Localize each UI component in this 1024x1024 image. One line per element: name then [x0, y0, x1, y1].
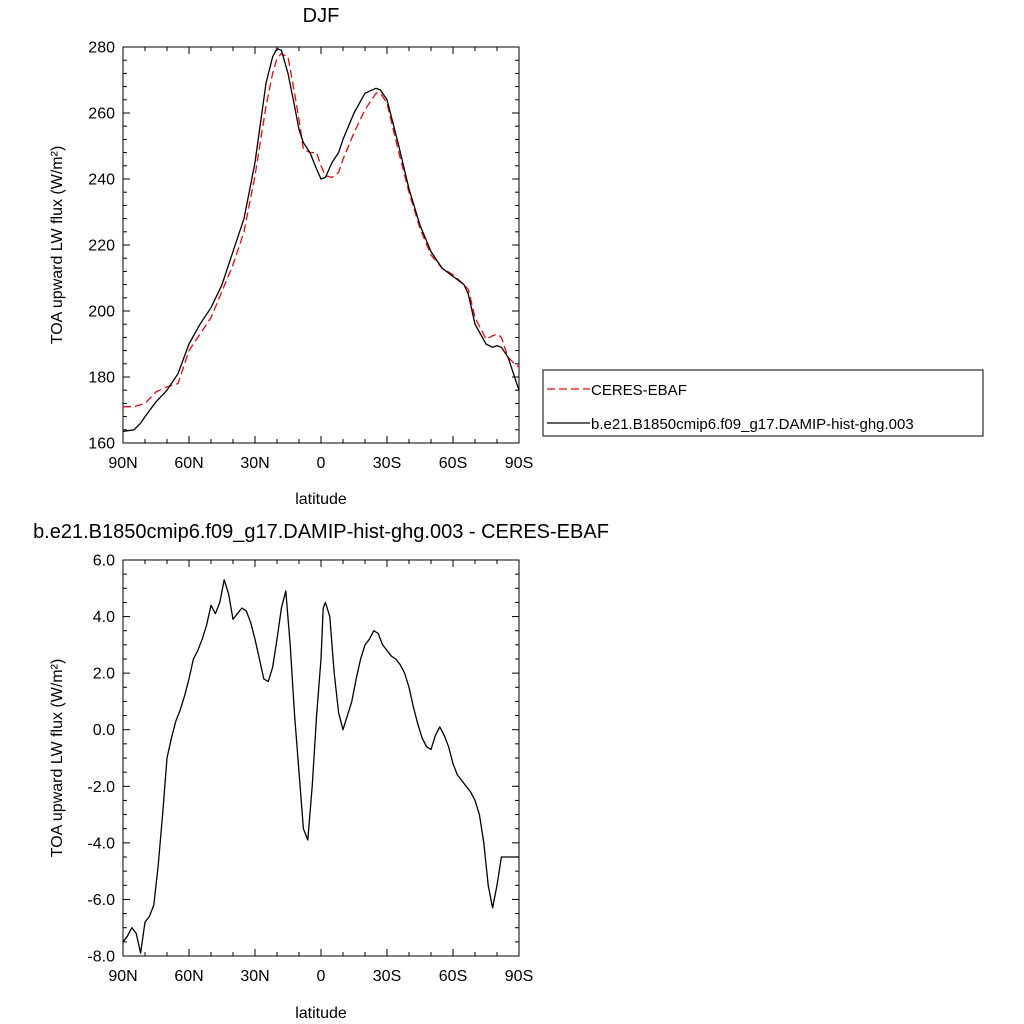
- legend-label-ceres: CERES-EBAF: [591, 382, 687, 399]
- x-tick-label: 90N: [108, 968, 137, 985]
- top-x-tick-labels: 90N 60N 30N 0 30S 60S 90S: [108, 455, 533, 472]
- y-tick-label: -8.0: [87, 949, 115, 966]
- x-tick-label: 30S: [373, 968, 401, 985]
- series-line-1: [122, 47, 520, 433]
- y-tick-label: 160: [88, 436, 115, 453]
- y-tick-label: 240: [88, 172, 115, 189]
- y-tick-label: 260: [88, 106, 115, 123]
- x-tick-label: 60S: [439, 968, 467, 985]
- x-tick-label: 30N: [240, 968, 269, 985]
- x-tick-label: 0: [317, 968, 326, 985]
- x-tick-label: 60N: [174, 968, 203, 985]
- legend: CERES-EBAF b.e21.B1850cmip6.f09_g17.DAMI…: [542, 369, 984, 437]
- bottom-y-tick-labels: 6.0 4.0 2.0 0.0 -2.0 -4.0 -6.0 -8.0: [87, 553, 115, 966]
- y-tick-label: -4.0: [87, 835, 115, 852]
- y-tick-label: 4.0: [93, 609, 115, 626]
- x-tick-label: 60N: [174, 455, 203, 472]
- y-tick-label: 6.0: [93, 553, 115, 570]
- top-y-tick-labels: 280 260 240 220 200 180 160: [88, 40, 115, 453]
- y-tick-label: 200: [88, 304, 115, 321]
- bottom-tick-marks: [122, 559, 520, 957]
- top-plot-frame: [122, 46, 520, 444]
- y-tick-label: 280: [88, 40, 115, 57]
- y-tick-label: 0.0: [93, 722, 115, 739]
- x-tick-label: 90N: [108, 455, 137, 472]
- legend-box: [542, 369, 984, 437]
- x-tick-label: 90S: [505, 455, 533, 472]
- x-tick-label: 0: [317, 455, 326, 472]
- top-series-lines: [122, 47, 520, 433]
- top-chart-title: DJF: [303, 5, 340, 27]
- bottom-x-axis-label: latitude: [295, 1005, 347, 1022]
- top-tick-marks: [122, 46, 520, 444]
- y-tick-label: -6.0: [87, 892, 115, 909]
- panel-bottom: b.e21.B1850cmip6.f09_g17.DAMIP-hist-ghg.…: [33, 521, 609, 1022]
- top-y-axis-label: TOA upward LW flux (W/m²): [49, 146, 66, 345]
- bottom-y-axis-label: TOA upward LW flux (W/m²): [49, 659, 66, 858]
- difference-line: [122, 579, 519, 954]
- y-tick-label: 180: [88, 370, 115, 387]
- y-tick-label: -2.0: [87, 779, 115, 796]
- x-tick-label: 90S: [505, 968, 533, 985]
- top-x-axis-label: latitude: [295, 491, 347, 508]
- bottom-chart-title: b.e21.B1850cmip6.f09_g17.DAMIP-hist-ghg.…: [33, 521, 609, 543]
- x-tick-label: 60S: [439, 455, 467, 472]
- x-tick-label: 30N: [240, 455, 269, 472]
- bottom-series-lines: [122, 579, 519, 954]
- y-tick-label: 220: [88, 238, 115, 255]
- legend-label-model: b.e21.B1850cmip6.f09_g17.DAMIP-hist-ghg.…: [591, 416, 914, 433]
- series-line-0: [123, 52, 520, 408]
- bottom-plot-frame: [122, 559, 520, 957]
- panel-top: DJF 280 260 240 220 200 180 160 90N 60N 30N 0 30S 6…: [49, 5, 984, 508]
- x-tick-label: 30S: [373, 455, 401, 472]
- bottom-x-tick-labels: 90N 60N 30N 0 30S 60S 90S: [108, 968, 533, 985]
- y-tick-label: 2.0: [93, 666, 115, 683]
